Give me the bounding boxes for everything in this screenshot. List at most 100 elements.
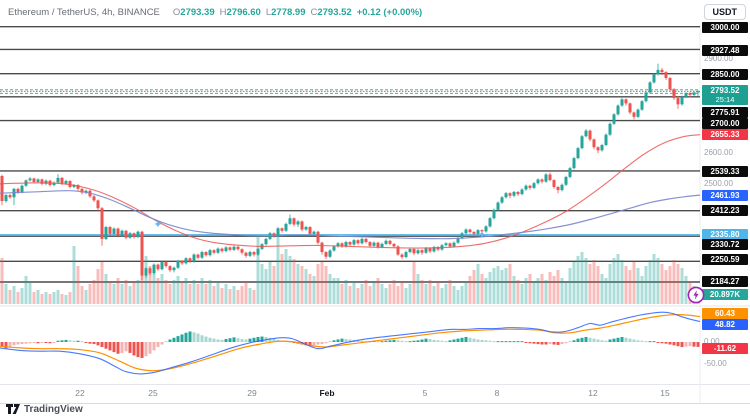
volume-bar — [68, 292, 72, 304]
candle-body — [180, 260, 184, 264]
candle-body — [308, 227, 312, 234]
price-label[interactable]: 60.43 — [702, 307, 748, 319]
price-label[interactable]: 2700.00 — [702, 117, 748, 129]
candle-body — [592, 139, 596, 148]
time-label[interactable]: 15 — [660, 388, 670, 398]
price-label[interactable]: 20.897K — [702, 288, 748, 300]
time-label[interactable]: 5 — [422, 388, 428, 398]
histogram-bar — [348, 339, 352, 342]
time-label[interactable]: 25 — [148, 388, 158, 398]
ohlc-value: 2778.99 — [271, 7, 306, 18]
price-label[interactable]: 2655.33 — [702, 128, 748, 140]
volume-bar — [384, 288, 388, 304]
ma-blue-line[interactable] — [0, 190, 701, 240]
volume-bar — [564, 282, 568, 304]
histogram-bar — [184, 332, 188, 342]
candle-body — [384, 240, 388, 244]
candle-body — [240, 249, 244, 253]
candle-body — [588, 130, 592, 140]
volume-bar — [216, 282, 220, 304]
candle-body — [324, 252, 328, 257]
volume-bar — [528, 274, 532, 304]
histogram-bar — [24, 342, 28, 344]
currency-toggle-button[interactable]: USDT — [703, 4, 746, 20]
histogram-bar — [224, 339, 228, 342]
price-label[interactable]: 2335.80 — [702, 228, 748, 240]
volume-bar — [64, 295, 68, 304]
histogram-bar — [676, 342, 680, 347]
candle-body — [532, 183, 536, 188]
candle-body — [16, 188, 20, 193]
ma-red-line[interactable] — [0, 134, 701, 249]
oscillator-orange-line[interactable] — [0, 314, 701, 372]
candle-body — [380, 243, 384, 248]
time-label[interactable]: 29 — [247, 388, 257, 398]
volume-bar — [580, 252, 584, 304]
candle-body — [540, 179, 544, 182]
candle-body — [28, 178, 32, 181]
time-label[interactable]: Feb — [319, 388, 335, 398]
lightning-icon[interactable] — [687, 286, 705, 309]
volume-bar — [356, 288, 360, 304]
candle-body — [20, 185, 24, 193]
price-label[interactable]: 2850.00 — [702, 68, 748, 80]
histogram-bar — [424, 338, 428, 342]
volume-bar — [668, 266, 672, 304]
volume-bar — [536, 278, 540, 304]
price-label[interactable]: -11.62 — [702, 342, 748, 354]
tradingview-logo[interactable]: TradingView — [6, 404, 83, 415]
histogram-bar — [696, 342, 700, 347]
candle-body — [360, 238, 364, 244]
volume-bar — [584, 258, 588, 304]
price-label[interactable]: 2184.27 — [702, 275, 748, 287]
volume-bar — [284, 249, 288, 304]
candle-body — [480, 230, 484, 232]
histogram-bar — [28, 342, 32, 344]
histogram-bar — [56, 340, 60, 342]
candle-body — [208, 250, 212, 256]
histogram-bar — [220, 339, 224, 342]
histogram-bar — [256, 336, 260, 342]
histogram-bar — [92, 342, 96, 345]
time-label[interactable]: 8 — [494, 388, 500, 398]
volume-bar — [224, 284, 228, 304]
price-label[interactable]: 2539.33 — [702, 165, 748, 177]
histogram-bar — [232, 337, 236, 342]
histogram-bar — [596, 339, 600, 342]
candle-body — [328, 250, 332, 257]
volume-bar — [636, 268, 640, 304]
histogram-bar — [540, 342, 544, 345]
volume-bar — [304, 269, 308, 304]
price-label[interactable]: 2330.72 — [702, 238, 748, 250]
price-label[interactable]: 2793.52 25:14 — [702, 84, 748, 105]
price-label[interactable]: 2250.59 — [702, 253, 748, 265]
histogram-bar — [252, 337, 256, 342]
volume-bar — [164, 280, 168, 304]
candle-body — [244, 252, 248, 256]
price-label[interactable]: 48.82 — [702, 318, 748, 330]
candle-body — [164, 262, 168, 267]
candle-body — [412, 248, 416, 254]
candle-body — [196, 254, 200, 258]
volume-bar — [16, 292, 20, 304]
candle-body — [504, 193, 508, 198]
price-label[interactable]: 2461.93 — [702, 189, 748, 201]
price-label[interactable]: 2927.48 — [702, 44, 748, 56]
histogram-bar — [84, 342, 88, 343]
volume-bar — [340, 284, 344, 304]
volume-bar — [540, 274, 544, 304]
price-label[interactable]: 2775.91 — [702, 106, 748, 118]
histogram-bar — [340, 338, 344, 342]
time-label[interactable]: 22 — [75, 388, 85, 398]
volume-bar — [472, 270, 476, 304]
price-label[interactable]: 2412.23 — [702, 204, 748, 216]
price-label[interactable]: 3000.00 — [702, 21, 748, 33]
candle-body — [140, 231, 144, 276]
histogram-bar — [600, 340, 604, 342]
time-label[interactable]: 12 — [588, 388, 598, 398]
volume-bar — [368, 286, 372, 304]
histogram-bar — [120, 342, 124, 353]
oscillator-blue-line[interactable] — [0, 311, 701, 375]
candle-body — [648, 82, 652, 93]
